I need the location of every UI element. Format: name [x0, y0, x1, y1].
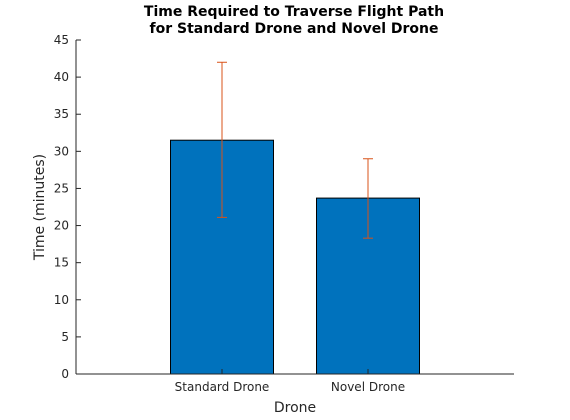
y-tick-label: 25	[54, 181, 69, 195]
y-axis-label: Time (minutes)	[32, 154, 48, 261]
y-tick-label: 40	[54, 70, 69, 84]
y-tick-label: 10	[54, 293, 69, 307]
y-tick-label: 30	[54, 144, 69, 158]
y-tick-label: 5	[61, 330, 69, 344]
y-tick-label: 0	[61, 367, 69, 381]
x-tick-label: Novel Drone	[331, 380, 405, 394]
chart-title-line-2: for Standard Drone and Novel Drone	[150, 21, 439, 37]
y-tick-label: 20	[54, 219, 69, 233]
y-tick-label: 35	[54, 107, 69, 121]
x-tick-label: Standard Drone	[175, 380, 270, 394]
chart-title-line-1: Time Required to Traverse Flight Path	[144, 4, 444, 20]
x-axis-label: Drone	[274, 400, 316, 416]
y-tick-label: 45	[54, 33, 69, 47]
plot-area: 0 5 10 15 20 25 30 35 40 45 Standard Drone Novel Dr…	[54, 33, 514, 394]
y-tick-label: 15	[54, 256, 69, 270]
